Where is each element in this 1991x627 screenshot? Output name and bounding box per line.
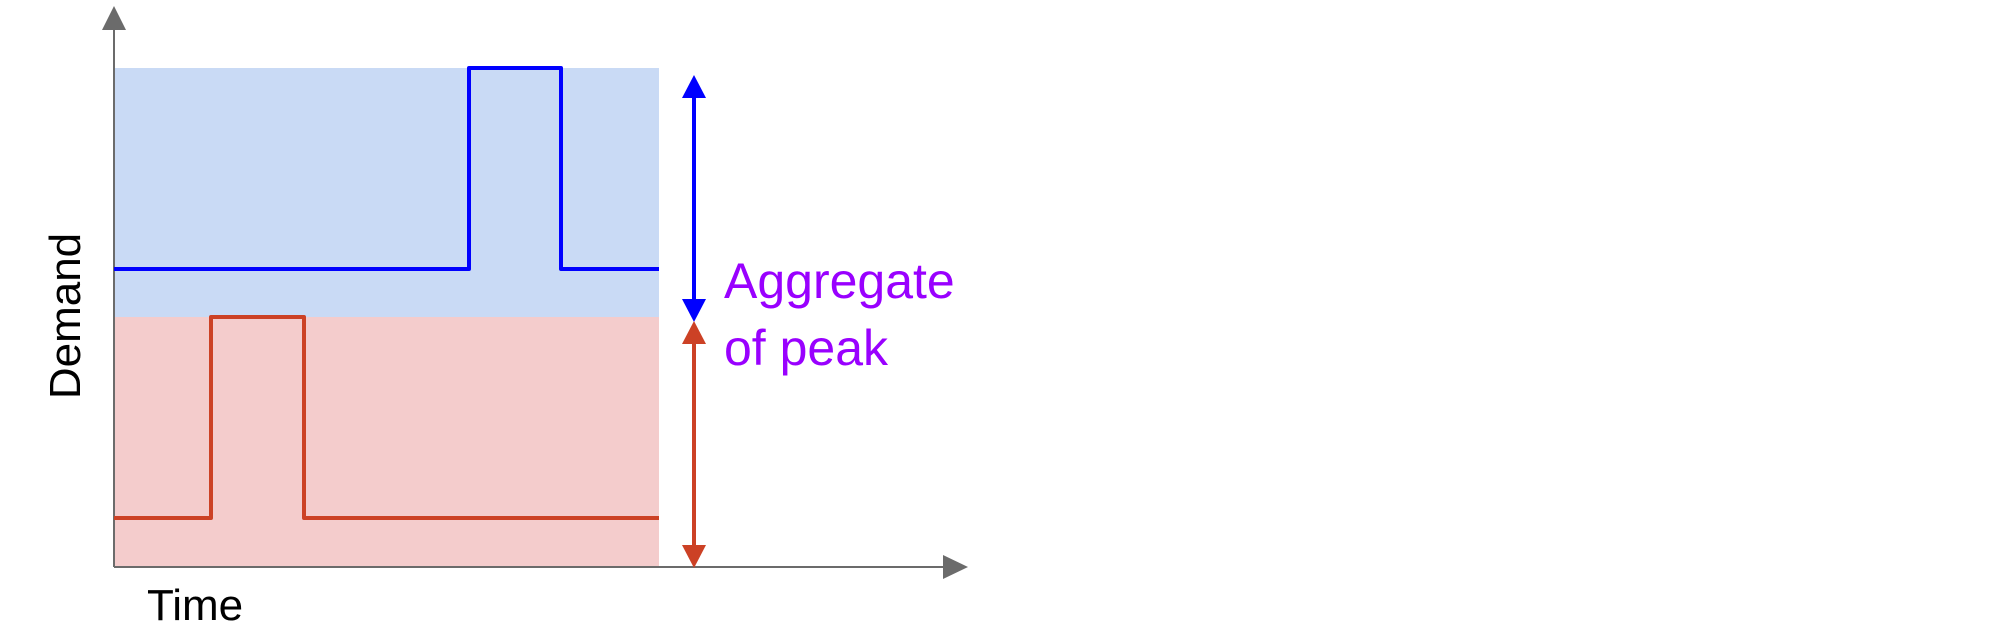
- lower-demand-line: [114, 315, 659, 520]
- y-axis-label: Demand: [41, 233, 90, 399]
- upper-peak-arrow-head-bottom: [682, 299, 706, 322]
- lower-demand-band: [114, 317, 659, 567]
- x-axis-arrowhead: [943, 555, 968, 579]
- annotation-line-1: Aggregate: [724, 253, 955, 309]
- upper-peak-arrow-head-top: [682, 75, 706, 98]
- x-axis-label: Time: [147, 581, 243, 627]
- upper-demand-line: [114, 66, 659, 271]
- upper-demand-band: [114, 68, 659, 317]
- lower-peak-arrow-head-bottom: [682, 545, 706, 568]
- y-axis-arrowhead: [102, 6, 126, 30]
- lower-peak-arrow-head-top: [682, 321, 706, 344]
- annotation-line-2: of peak: [724, 320, 889, 376]
